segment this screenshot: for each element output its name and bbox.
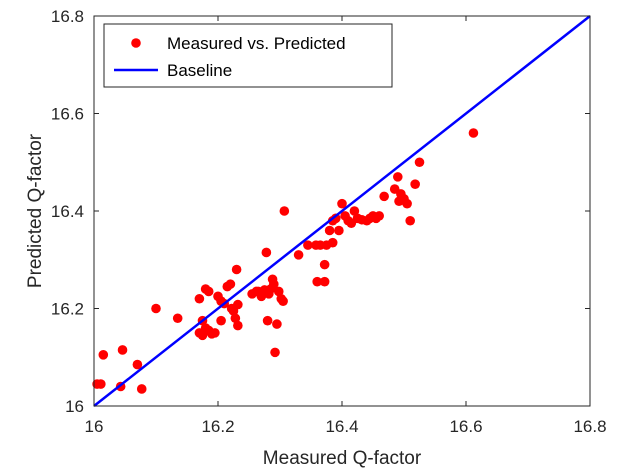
- x-tick-label: 16.4: [325, 417, 358, 436]
- legend-marker-measured: [131, 38, 141, 48]
- x-tick-label: 16.8: [573, 417, 606, 436]
- y-tick-label: 16.2: [51, 300, 84, 319]
- baseline-line: [93, 15, 591, 407]
- y-tick-label: 16.8: [51, 7, 84, 26]
- x-tick-label: 16: [85, 417, 104, 436]
- x-axis-label: Measured Q-factor: [263, 448, 422, 469]
- data-point: [303, 240, 313, 250]
- data-point: [269, 279, 279, 289]
- data-point: [225, 279, 236, 289]
- legend-label-measured: Measured vs. Predicted: [167, 34, 346, 53]
- data-point: [270, 347, 280, 358]
- data-point: [136, 384, 147, 394]
- x-tick-label: 16.6: [449, 417, 482, 436]
- y-axis-label: Predicted Q-factor: [25, 133, 46, 288]
- data-point: [279, 206, 290, 216]
- data-point: [216, 315, 226, 326]
- x-axis: 16 16.2 16.4 16.6 16.8: [85, 16, 607, 436]
- data-point: [117, 345, 128, 355]
- y-tick-label: 16.6: [51, 105, 84, 124]
- data-point: [379, 191, 389, 202]
- data-point: [132, 359, 143, 370]
- data-point: [374, 211, 385, 221]
- data-point: [327, 237, 338, 248]
- data-point: [273, 286, 284, 297]
- data-point: [331, 213, 341, 224]
- y-axis: 16 16.2 16.4 16.6 16.8: [51, 7, 590, 416]
- data-point: [402, 198, 412, 209]
- data-point: [405, 215, 416, 226]
- data-point: [203, 286, 214, 297]
- data-point: [233, 320, 243, 331]
- data-point: [324, 225, 335, 236]
- data-point: [334, 225, 344, 236]
- y-tick-label: 16.4: [51, 202, 84, 221]
- data-point: [278, 296, 288, 306]
- data-point: [96, 379, 106, 389]
- data-point: [194, 293, 205, 304]
- data-point: [468, 128, 479, 138]
- data-point: [319, 259, 330, 270]
- data-point: [98, 350, 109, 360]
- data-point: [414, 157, 425, 168]
- data-point: [261, 247, 272, 258]
- data-point: [151, 303, 161, 314]
- data-point: [312, 276, 323, 287]
- data-point: [349, 206, 360, 216]
- data-point: [337, 198, 347, 209]
- data-point: [272, 319, 282, 329]
- data-point: [233, 299, 243, 310]
- data-point: [230, 313, 241, 324]
- data-point: [231, 264, 242, 275]
- data-point: [172, 313, 183, 324]
- y-tick-label: 16: [65, 397, 84, 416]
- data-point: [262, 315, 273, 326]
- x-tick-label: 16.2: [201, 417, 234, 436]
- legend: Measured vs. Predicted Baseline: [103, 23, 393, 88]
- series-layer: [92, 15, 591, 407]
- legend-label-baseline: Baseline: [167, 61, 232, 80]
- data-point: [393, 172, 403, 182]
- data-point: [410, 179, 420, 189]
- data-point: [210, 328, 220, 338]
- data-point: [293, 250, 304, 260]
- legend-box: [103, 23, 393, 88]
- data-point: [319, 276, 330, 287]
